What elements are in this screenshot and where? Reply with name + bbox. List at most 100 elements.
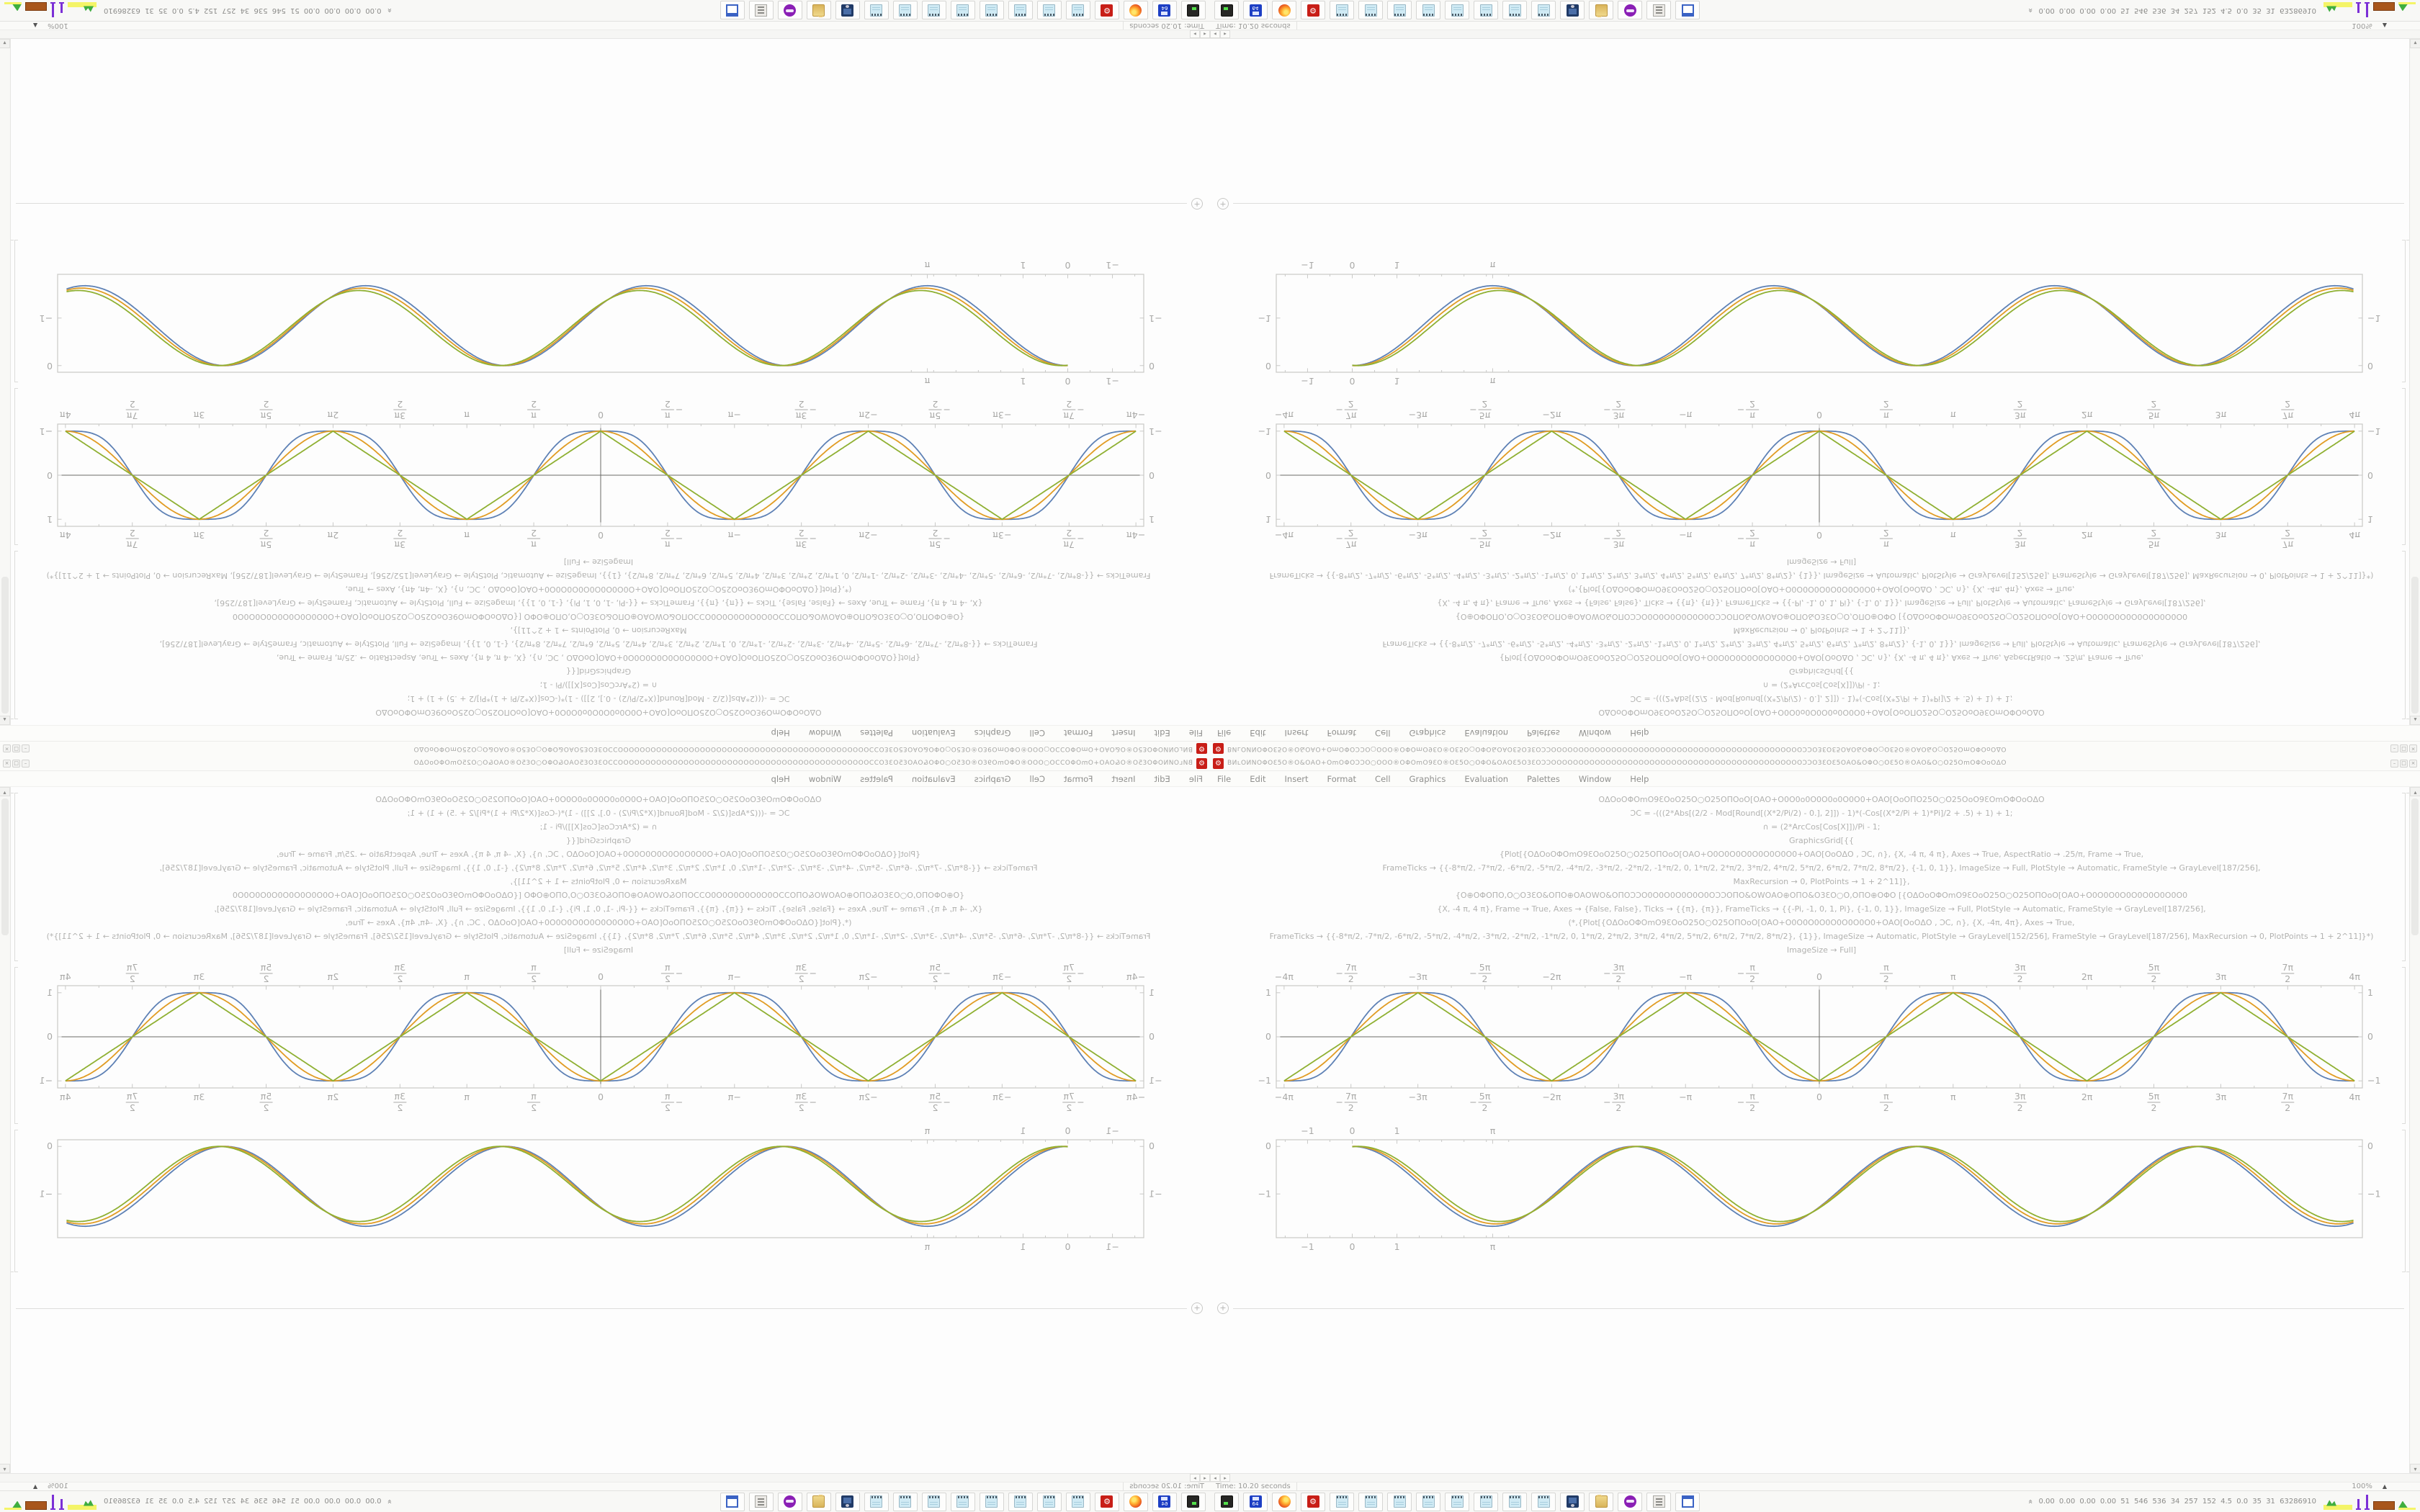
- vertical-scrollbar[interactable]: ▴ ▾: [0, 787, 11, 1473]
- code-line-3[interactable]: ∩ = (2*ArcCos[Cos[X]])/Pi - 1;: [1762, 680, 1881, 690]
- taskbar-button-notepad-icon[interactable]: [1387, 1492, 1412, 1511]
- code-line-8[interactable]: {Ο⊕ΟΦΟΠΟ,Ο○Ο3ƐΟ&ΟΠΟ⊕ΟΑΟWΟ&ΟΠΟƆϽΟ0Ο0Ο0Ο0Ο…: [232, 612, 965, 621]
- taskbar-button-window-icon[interactable]: [720, 1, 745, 20]
- minimize-icon[interactable]: –: [22, 744, 30, 753]
- taskbar-button-mathematica-icon[interactable]: ⚙: [1301, 1492, 1325, 1511]
- scroll-left-icon[interactable]: ◂: [1200, 30, 1210, 38]
- magnification-arrow-icon[interactable]: ▲: [33, 1483, 38, 1490]
- scroll-right-icon[interactable]: ▸: [1190, 1474, 1200, 1482]
- horizontal-scrollbar[interactable]: ◂ ▸: [0, 30, 1210, 39]
- taskbar-button-notepad-icon[interactable]: [980, 1492, 1004, 1511]
- horizontal-scrollbar[interactable]: ◂ ▸: [1210, 30, 2420, 39]
- taskbar-button-notepad-icon[interactable]: [1330, 1492, 1354, 1511]
- menu-insert[interactable]: Insert: [1284, 773, 1309, 784]
- menu-cell[interactable]: Cell: [1375, 773, 1391, 784]
- menu-cell[interactable]: Cell: [1029, 728, 1045, 739]
- scroll-right-icon[interactable]: ▸: [1190, 30, 1200, 38]
- code-line-11[interactable]: FrameTicks → {{-8*π/2, -7*π/2, -6*π/2, -…: [1269, 932, 2374, 941]
- scroll-left-icon[interactable]: ◂: [1210, 30, 1220, 38]
- code-line-7[interactable]: MaxRecursion → 0, PlotPoints → 1 + 2^11]…: [510, 877, 687, 886]
- menu-insert[interactable]: Insert: [1111, 773, 1136, 784]
- magnification-value[interactable]: 100%: [48, 1482, 68, 1490]
- taskbar-button-folder-icon[interactable]: [807, 1, 831, 20]
- taskbar-button-firefox-icon[interactable]: [1124, 1, 1148, 20]
- window-title-bar[interactable]: ⚙ ВИʟΟИNΟΦΟƐ5Ο®Ο&ΟΑΟ+ΟmΟΦΟƆϽΟ○ΟΟΟ®ΟΦΟmΟ9…: [0, 741, 1210, 756]
- menu-window[interactable]: Window: [808, 773, 842, 784]
- code-line-12[interactable]: ImageSize → Full]: [1786, 557, 1857, 567]
- horizontal-scrollbar[interactable]: ◂ ▸: [0, 1473, 1210, 1482]
- menu-edit[interactable]: Edit: [1250, 728, 1266, 739]
- cell-insertion-point[interactable]: +: [1217, 1302, 2404, 1315]
- menu-insert[interactable]: Insert: [1284, 728, 1309, 739]
- menu-edit[interactable]: Edit: [1154, 728, 1170, 739]
- taskbar-button-notepad-icon[interactable]: [1445, 1492, 1469, 1511]
- menu-help[interactable]: Help: [1630, 773, 1649, 784]
- magnification-arrow-icon[interactable]: ▲: [33, 22, 38, 29]
- menu-help[interactable]: Help: [1630, 728, 1649, 739]
- code-line-1[interactable]: ΟΔΟοΟΦΟmΟ9ƐΟοΟ25Ο○Ο25ΟΠΟοΟ[ΟΑΟ+Ο0Ο0ο0Ο0Ο…: [375, 708, 822, 717]
- code-line-5[interactable]: {Plot[{ΟΔΟοΟΦΟmΟ9ƐΟοΟ25Ο○Ο25ΟΠΟοΟ[ΟΑΟ+Ο0…: [1499, 653, 2144, 662]
- menu-evaluation[interactable]: Evaluation: [911, 773, 956, 784]
- code-line-10[interactable]: (*,{Plot[{ΟΔΟοΟΦΟmΟ9ƐΟοΟ25Ο○Ο25ΟΠΟοΟ[ΟΑΟ…: [1568, 918, 2075, 927]
- code-line-10[interactable]: (*,{Plot[{ΟΔΟοΟΦΟmΟ9ƐΟοΟ25Ο○Ο25ΟΠΟοΟ[ΟΑΟ…: [345, 585, 852, 594]
- menu-help[interactable]: Help: [771, 773, 790, 784]
- code-line-4[interactable]: GraphicsGrid[{{: [1789, 836, 1854, 845]
- taskbar-button-mathematica-icon[interactable]: ⚙: [1095, 1, 1119, 20]
- taskbar-button-floppy-64-icon[interactable]: 64: [1243, 1, 1268, 20]
- code-line-6[interactable]: FrameTicks → {{-8*π/2, -7*π/2, -6*π/2, -…: [159, 863, 1038, 873]
- menu-window[interactable]: Window: [1578, 773, 1612, 784]
- output-cell-bracket-1[interactable]: [2402, 967, 2406, 1124]
- magnification-control[interactable]: 100% ▲: [0, 1482, 68, 1490]
- output-cell-bracket-1[interactable]: [14, 388, 18, 545]
- taskbar-button-notepad-icon[interactable]: [1416, 1, 1440, 20]
- magnification-arrow-icon[interactable]: ▲: [2382, 22, 2387, 29]
- code-line-6[interactable]: FrameTicks → {{-8*π/2, -7*π/2, -6*π/2, -…: [159, 639, 1038, 649]
- code-line-9[interactable]: {X, -4 π, 4 π}, Frame → True, Axes → {Fa…: [1437, 904, 2206, 914]
- taskbar-button-window-icon[interactable]: [720, 1492, 745, 1511]
- taskbar-button-notepad-icon[interactable]: [1358, 1492, 1383, 1511]
- menu-file[interactable]: File: [1217, 728, 1232, 739]
- menu-format[interactable]: Format: [1063, 773, 1093, 784]
- taskbar-button-notepad-icon[interactable]: [893, 1, 918, 20]
- tray-collapse-icon[interactable]: «: [2025, 1499, 2035, 1504]
- insert-cell-plus-icon[interactable]: +: [1191, 198, 1203, 210]
- menu-palettes[interactable]: Palettes: [860, 728, 893, 739]
- input-cell-bracket[interactable]: [14, 551, 18, 719]
- code-line-3[interactable]: ∩ = (2*ArcCos[Cos[X]])/Pi - 1;: [539, 680, 658, 690]
- taskbar-button-notepad-icon[interactable]: [922, 1492, 946, 1511]
- menu-insert[interactable]: Insert: [1111, 728, 1136, 739]
- taskbar-button-notepad-icon[interactable]: [1358, 1, 1383, 20]
- taskbar-button-notepad-icon[interactable]: [1416, 1492, 1440, 1511]
- maximize-icon[interactable]: □: [2400, 744, 2408, 753]
- taskbar-button-notepad-icon[interactable]: [1008, 1492, 1033, 1511]
- code-line-1[interactable]: ΟΔΟοΟΦΟmΟ9ƐΟοΟ25Ο○Ο25ΟΠΟοΟ[ΟΑΟ+Ο0Ο0ο0Ο0Ο…: [1598, 795, 2045, 804]
- menu-window[interactable]: Window: [1578, 728, 1612, 739]
- taskbar-button-notepad-icon[interactable]: [1474, 1492, 1498, 1511]
- insert-cell-plus-icon[interactable]: +: [1217, 198, 1229, 210]
- scroll-right-icon[interactable]: ▸: [1220, 30, 1230, 38]
- output-cell-bracket-2[interactable]: [14, 1130, 18, 1272]
- maximize-icon[interactable]: □: [12, 759, 20, 768]
- taskbar-button-notepad-icon[interactable]: [922, 1, 946, 20]
- close-icon[interactable]: ×: [2409, 744, 2417, 753]
- close-icon[interactable]: ×: [3, 744, 11, 753]
- code-line-8[interactable]: {Ο⊕ΟΦΟΠΟ,Ο○Ο3ƐΟ&ΟΠΟ⊕ΟΑΟWΟ&ΟΠΟƆϽΟ0Ο0Ο0Ο0Ο…: [1455, 891, 2188, 900]
- menu-file[interactable]: File: [1188, 728, 1203, 739]
- menu-format[interactable]: Format: [1327, 728, 1357, 739]
- menu-palettes[interactable]: Palettes: [860, 773, 893, 784]
- output-cell-bracket-1[interactable]: [2402, 388, 2406, 545]
- scroll-down-icon[interactable]: ▾: [0, 39, 10, 48]
- code-line-5[interactable]: {Plot[{ΟΔΟοΟΦΟmΟ9ƐΟοΟ25Ο○Ο25ΟΠΟοΟ[ΟΑΟ+Ο0…: [276, 850, 921, 859]
- taskbar-button-notepad-icon[interactable]: [1008, 1, 1033, 20]
- code-line-12[interactable]: ImageSize → Full]: [563, 557, 634, 567]
- taskbar-button-notepad-icon[interactable]: [1502, 1, 1527, 20]
- taskbar-button-floppy-64-icon[interactable]: 64: [1152, 1492, 1177, 1511]
- code-line-7[interactable]: MaxRecursion → 0, PlotPoints → 1 + 2^11]…: [510, 626, 687, 635]
- scroll-up-icon[interactable]: ▴: [2410, 787, 2420, 796]
- taskbar-button-firefox-icon[interactable]: [1272, 1, 1296, 20]
- menu-window[interactable]: Window: [808, 728, 842, 739]
- code-line-8[interactable]: {Ο⊕ΟΦΟΠΟ,Ο○Ο3ƐΟ&ΟΠΟ⊕ΟΑΟWΟ&ΟΠΟƆϽΟ0Ο0Ο0Ο0Ο…: [232, 891, 965, 900]
- menu-palettes[interactable]: Palettes: [1527, 728, 1560, 739]
- taskbar-button-notepad-icon[interactable]: [951, 1, 975, 20]
- cell-insertion-point[interactable]: +: [16, 197, 1203, 210]
